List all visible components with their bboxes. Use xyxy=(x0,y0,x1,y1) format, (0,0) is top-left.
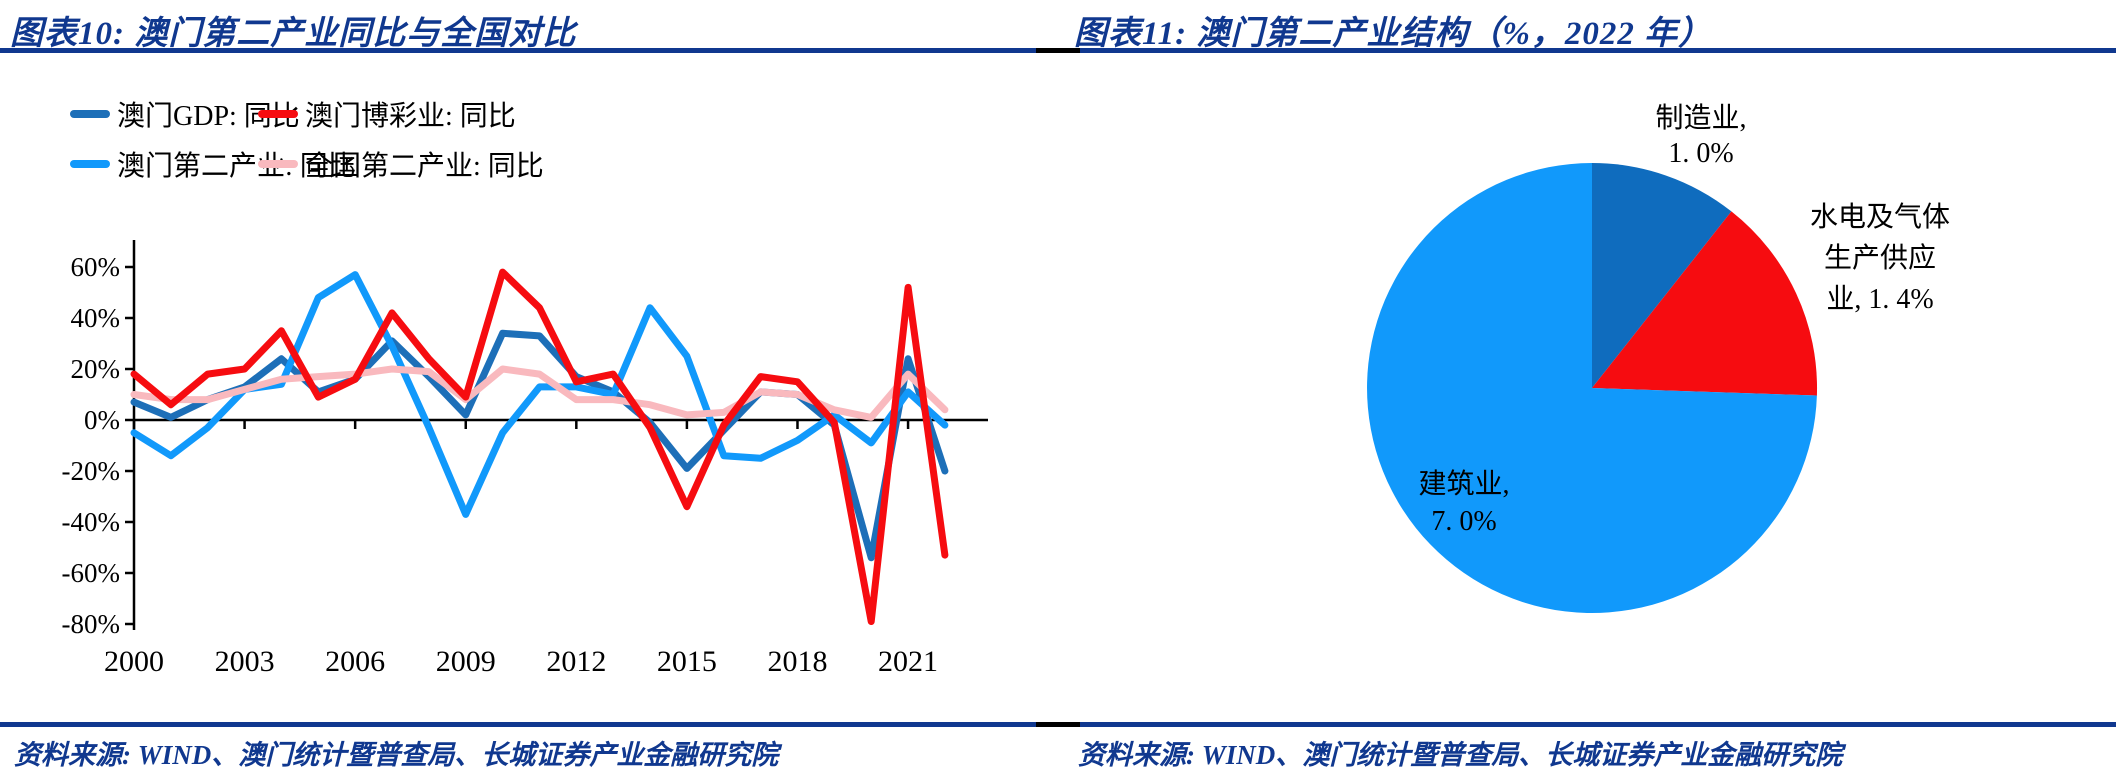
pie-label-line: 业, 1. 4% xyxy=(1826,284,1934,315)
left-title-rule xyxy=(0,48,1058,53)
right-title-rule xyxy=(1058,48,2116,53)
legend-label: 澳门博彩业: 同比 xyxy=(305,100,516,132)
pie-label-construction: 建筑业, 7. 0% xyxy=(1380,466,1548,540)
pie-label-line: 生产供应 xyxy=(1823,243,1936,274)
x-axis-label: 2021 xyxy=(878,645,938,678)
pie-label-line: 制造业, xyxy=(1655,103,1747,134)
panel-line-chart: 图表10: 澳门第二产业同比与全国对比 澳门GDP: 同比 澳门博彩业: 同比 … xyxy=(0,16,1058,770)
y-axis-label: -80% xyxy=(62,609,120,639)
x-axis-label: 2000 xyxy=(104,645,164,678)
pie-label-line: 7. 0% xyxy=(1431,506,1497,537)
legend-swatch-macau-secondary xyxy=(70,159,110,168)
pie-slice-2 xyxy=(1367,163,1817,614)
series-line-1 xyxy=(130,268,949,625)
panel-pie-chart: 图表11: 澳门第二产业结构（%，2022 年） 制造业, 1. 0% 水电及气… xyxy=(1058,0,2116,774)
pie-label-manufacturing: 制造业, 1. 0% xyxy=(1616,101,1786,171)
pie-label-line: 建筑业, xyxy=(1418,469,1510,500)
rule-segment xyxy=(1058,48,1080,53)
pie-slice-1 xyxy=(1592,211,1818,396)
left-footer-rule xyxy=(0,722,1058,727)
legend-swatch-national-secondary xyxy=(258,159,298,168)
pie-label-utilities: 水电及气体 生产供应 业, 1. 4% xyxy=(1781,197,1979,320)
x-axis-label: 2006 xyxy=(325,645,385,678)
y-axis-label: 40% xyxy=(71,303,121,333)
legend-swatch-gaming xyxy=(258,109,298,118)
line-chart: 60% 40% 20% 0% -20% -40% -60% -80% 2000 2003 2006 2… xyxy=(62,240,988,678)
x-axis-label: 2003 xyxy=(215,645,275,678)
rule-segment xyxy=(1036,48,1058,53)
legend-label: 全国第二产业: 同比 xyxy=(305,150,544,182)
right-chart-title: 图表11: 澳门第二产业结构（%，2022 年） xyxy=(1074,16,1713,52)
y-axis-label: 20% xyxy=(71,354,121,384)
left-chart-title: 图表10: 澳门第二产业同比与全国对比 xyxy=(10,16,577,52)
right-source-note: 资料来源: WIND、澳门统计暨普查局、长城证券产业金融研究院 xyxy=(1078,740,1843,770)
y-axis-label: -20% xyxy=(62,456,120,486)
line-chart-legend: 澳门GDP: 同比 澳门博彩业: 同比 澳门第二产业: 同比 全国第二产业: 同… xyxy=(70,95,544,182)
x-axis-label: 2018 xyxy=(767,645,827,678)
legend-item-national-secondary: 全国第二产业: 同比 xyxy=(258,145,544,182)
legend-label: 澳门第二产业: 同比 xyxy=(117,150,356,182)
left-source-note: 资料来源: WIND、澳门统计暨普查局、长城证券产业金融研究院 xyxy=(14,740,779,770)
rule-segment xyxy=(0,722,1036,727)
pie-chart xyxy=(1367,163,1818,614)
legend-swatch-macau-gdp xyxy=(70,109,110,118)
pie-label-line: 1. 0% xyxy=(1668,138,1734,169)
legend-item-macau-secondary: 澳门第二产业: 同比 xyxy=(70,145,356,182)
right-footer-rule xyxy=(1058,722,2116,727)
rule-segment xyxy=(1058,722,1080,727)
rule-segment xyxy=(1080,722,2116,727)
rule-segment xyxy=(1080,48,2116,53)
legend-item-gaming: 澳门博彩业: 同比 xyxy=(258,95,544,132)
rule-segment xyxy=(1036,722,1058,727)
y-axis-label: 60% xyxy=(71,252,121,282)
series-line-0 xyxy=(130,329,949,562)
x-axis-label: 2015 xyxy=(657,645,717,678)
y-axis-label: -40% xyxy=(62,507,120,537)
rule-segment xyxy=(0,48,1036,53)
pie-slice-0 xyxy=(1592,163,1732,388)
y-axis-label: 0% xyxy=(84,405,120,435)
pie-label-line: 水电及气体 xyxy=(1809,202,1950,233)
x-axis-label: 2009 xyxy=(436,645,496,678)
x-axis-label: 2012 xyxy=(546,645,606,678)
y-axis-label: -60% xyxy=(62,558,120,588)
